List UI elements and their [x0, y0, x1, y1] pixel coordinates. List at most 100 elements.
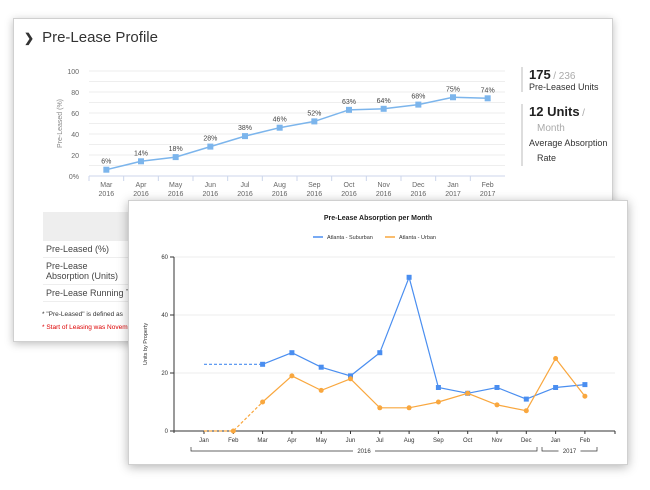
- legend-label: Atlanta - Urban: [399, 235, 436, 241]
- data-label: 52%: [307, 110, 321, 117]
- table-row: Pre-Lease Running Total: [43, 285, 133, 302]
- year-label-bg: [558, 447, 581, 455]
- absorption-unit: Month: [537, 123, 565, 134]
- y-tick-label: 20: [71, 153, 79, 160]
- x-tick-label: Aug: [404, 438, 415, 444]
- section-header[interactable]: ❯ Pre-Lease Profile: [24, 29, 158, 46]
- series-dashed-line: [204, 401, 264, 432]
- pre-lease-table: Pre-Leased (%) Pre-Lease Absorption (Uni…: [43, 212, 133, 302]
- data-point: [348, 376, 353, 382]
- y-tick-label: 0: [165, 429, 169, 435]
- x-tick-label: Jul: [376, 438, 384, 444]
- data-label: 74%: [481, 87, 495, 94]
- x-tick-label: May: [169, 182, 183, 189]
- x-tick-label: Jun: [205, 182, 216, 189]
- data-point: [311, 118, 318, 125]
- data-point: [484, 95, 491, 102]
- x-tick-label: Oct: [463, 438, 473, 444]
- x-tick-label: Apr: [136, 182, 148, 189]
- data-point: [553, 356, 559, 361]
- x-tick-label: Nov: [377, 182, 390, 189]
- x-tick-label: Oct: [344, 182, 355, 189]
- y-tick-label: 100: [67, 69, 79, 76]
- x-tick-label: 2016: [168, 191, 184, 198]
- data-point: [346, 106, 352, 113]
- data-point: [260, 361, 266, 367]
- x-tick-label: Sep: [433, 438, 444, 444]
- data-point: [289, 350, 295, 356]
- data-point: [276, 124, 283, 131]
- series-line: [262, 357, 586, 412]
- x-tick-label: Mar: [257, 438, 267, 444]
- x-tick-label: 2016: [272, 191, 288, 198]
- x-tick-label: Jan: [199, 438, 209, 444]
- y-tick-label: 40: [161, 313, 168, 319]
- section-title: Pre-Lease Profile: [42, 29, 158, 46]
- data-point: [415, 101, 422, 108]
- data-label: 18%: [169, 146, 183, 153]
- data-label: 6%: [101, 159, 111, 166]
- data-point: [230, 428, 236, 434]
- absorption-value: 12 Units: [529, 104, 580, 119]
- year-label: 2017: [563, 449, 577, 455]
- x-tick-label: 2016: [133, 191, 149, 198]
- data-point: [523, 408, 529, 414]
- y-tick-label: 0%: [69, 174, 79, 181]
- footnotes: * "Pre-Leased" is defined as * Start of …: [42, 311, 129, 337]
- x-tick-label: 2016: [341, 191, 357, 198]
- series-line: [262, 275, 585, 400]
- data-point: [450, 94, 456, 101]
- data-point: [172, 154, 179, 161]
- x-tick-label: Jan: [447, 182, 458, 189]
- data-label: 46%: [273, 117, 287, 124]
- x-tick-label: 2016: [99, 191, 115, 198]
- data-label: 14%: [134, 150, 148, 157]
- data-label: 28%: [203, 136, 217, 143]
- legend-label: Atlanta - Suburban: [327, 235, 373, 241]
- data-point: [465, 390, 471, 396]
- absorption-chart: Pre-Lease Absorption per Month Atlanta - …: [143, 215, 616, 455]
- data-point: [494, 402, 500, 408]
- data-point: [582, 393, 588, 399]
- data-label: 64%: [377, 98, 391, 105]
- x-tick-label: 2016: [411, 191, 427, 198]
- chevron-down-icon[interactable]: ❯: [24, 30, 35, 45]
- units-total: / 236: [553, 71, 576, 82]
- year-label: 2016: [357, 449, 371, 455]
- data-point: [435, 399, 441, 405]
- series-line: [106, 96, 488, 171]
- y-axis-label: Pre-Leased (%): [57, 99, 64, 148]
- data-point: [289, 373, 295, 379]
- pre-leased-chart: 0% 20 40 60 80 100 Pre-Leased (%) Mar 2016 Apr 201…: [57, 69, 505, 198]
- data-label: 38%: [238, 125, 252, 132]
- data-label: 75%: [446, 86, 460, 93]
- absorption-sep: /: [582, 108, 585, 119]
- data-point: [494, 385, 500, 390]
- data-point: [377, 405, 383, 411]
- y-tick-label: 80: [71, 90, 79, 97]
- data-point: [406, 274, 412, 280]
- data-point: [242, 133, 248, 140]
- data-point: [260, 399, 266, 405]
- x-tick-label: Jul: [241, 182, 250, 189]
- table-row: Pre-Leased (%): [43, 241, 133, 258]
- stats-panel: 175 / 236 Pre-Leased Units 12 Units / Mo…: [521, 67, 607, 178]
- data-point: [138, 158, 144, 165]
- table-header: [43, 212, 133, 241]
- x-tick-label: Jan: [551, 438, 561, 444]
- x-tick-label: 2016: [376, 191, 392, 198]
- units-label: Pre-Leased Units: [529, 82, 599, 92]
- x-tick-label: 2016: [237, 191, 253, 198]
- data-point: [380, 105, 387, 112]
- x-tick-label: 2017: [445, 191, 461, 198]
- footnote: * "Pre-Leased" is defined as: [42, 311, 123, 318]
- data-point: [207, 143, 214, 150]
- y-tick-label: 20: [161, 371, 168, 377]
- year-label-bg: [353, 447, 375, 455]
- y-axis-label: Units by Property: [143, 323, 149, 365]
- x-tick-label: 2016: [307, 191, 323, 198]
- y-tick-label: 60: [161, 255, 168, 261]
- data-label: 68%: [411, 94, 425, 101]
- x-tick-label: Apr: [287, 438, 296, 444]
- footnote-leasing-start: * Start of Leasing was November: [42, 324, 129, 331]
